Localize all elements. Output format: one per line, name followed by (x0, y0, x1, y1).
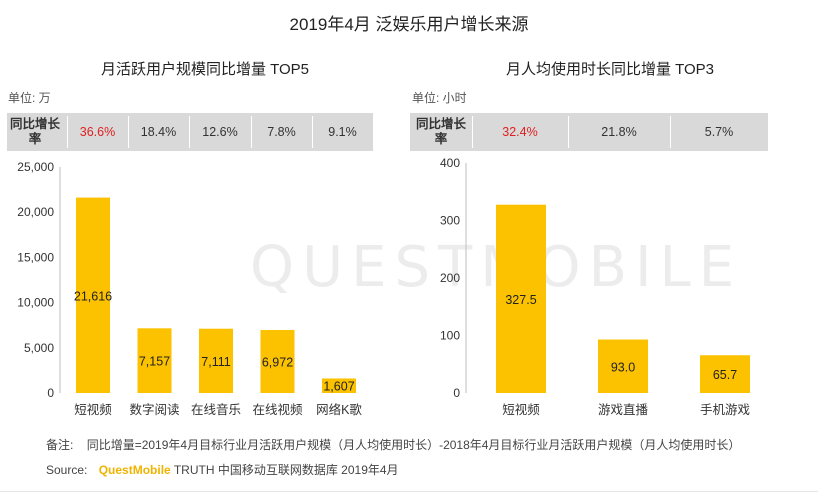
left-growth-cell: 36.6% (79, 125, 116, 139)
bar (496, 204, 546, 393)
y-tick-label: 300 (440, 214, 460, 228)
x-category-label: 短视频 (74, 402, 112, 417)
bar (322, 378, 356, 393)
source-label: Source: (46, 463, 88, 477)
right-subtitle: 月人均使用时长同比增量 TOP3 (505, 61, 715, 78)
left-growth-cell: 18.4% (140, 125, 177, 139)
bar (76, 197, 110, 393)
x-category-label: 游戏直播 (598, 403, 649, 417)
x-category-label: 在线音乐 (191, 402, 241, 417)
right-growth-header: 同比增长率 (415, 117, 466, 146)
x-category-label: 数字阅读 (129, 402, 179, 417)
bottom-divider (0, 491, 818, 492)
bar (260, 329, 295, 393)
y-tick-label: 5,000 (24, 341, 54, 355)
right-unit: 单位: 小时 (412, 91, 467, 105)
y-tick-label: 0 (453, 386, 460, 400)
x-category-label: 手机游戏 (700, 403, 750, 417)
note-label: 备注: (46, 438, 74, 452)
left-growth-band: 同比增长率 36.6% 18.4% 12.6% 7.8% 9.1% (7, 113, 373, 151)
bar (137, 328, 172, 393)
left-growth-cell: 12.6% (202, 125, 238, 139)
bar-value-label: 7,111 (201, 355, 230, 369)
left-subtitle: 月活跃用户规模同比增量 TOP5 (100, 61, 310, 78)
source-brand: QuestMobile (98, 463, 171, 477)
y-tick-label: 25,000 (17, 160, 54, 174)
y-tick-label: 400 (440, 156, 460, 170)
y-tick-label: 100 (440, 329, 460, 343)
left-unit: 单位: 万 (8, 91, 51, 105)
footer-note: 备注: 同比增量=2019年4月目标行业月活跃用户规模（月人均使用时长）-201… (46, 436, 740, 453)
y-tick-label: 20,000 (17, 205, 54, 219)
bar-value-label: 65.7 (713, 368, 737, 382)
left-growth-header: 同比增长率 (9, 117, 60, 146)
page-title: 2019年4月 泛娱乐用户增长来源 (289, 15, 529, 34)
y-tick-label: 15,000 (17, 250, 54, 264)
y-tick-label: 10,000 (17, 296, 54, 310)
bar-value-label: 21,616 (74, 289, 112, 303)
footer-source: Source: QuestMobile TRUTH 中国移动互联网数据库 201… (46, 461, 399, 478)
right-growth-cell: 21.8% (601, 125, 637, 139)
note-text: 同比增量=2019年4月目标行业月活跃用户规模（月人均使用时长）-2018年4月… (86, 438, 741, 452)
bar-value-label: 1,607 (323, 380, 354, 394)
bar-value-label: 7,157 (139, 355, 170, 369)
right-bar-chart: 0 100 200 300 400 327.5 短视频 93.0 游戏直播 65.7 手机游戏 (440, 156, 750, 417)
bar-value-label: 93.0 (611, 360, 635, 374)
x-category-label: 在线视频 (252, 402, 303, 417)
y-tick-label: 0 (47, 386, 54, 400)
watermark-text: QUESTMOBILE (250, 235, 742, 300)
left-growth-cell: 9.1% (328, 125, 357, 139)
bar (700, 355, 750, 393)
left-bar-chart: 0 5,000 10,000 15,000 20,000 25,000 21,616 短视频 7… (17, 160, 362, 417)
bar-value-label: 6,972 (262, 355, 293, 369)
right-growth-cell: 32.4% (502, 125, 538, 139)
bar-value-label: 327.5 (505, 293, 536, 307)
x-category-label: 网络K歌 (316, 402, 362, 417)
left-growth-cell: 7.8% (267, 125, 296, 139)
x-category-label: 短视频 (502, 402, 540, 417)
source-text: TRUTH 中国移动互联网数据库 2019年4月 (173, 463, 399, 477)
bar (598, 339, 648, 393)
y-tick-label: 200 (440, 271, 460, 285)
bar (199, 328, 233, 393)
right-growth-cell: 5.7% (704, 125, 734, 139)
right-growth-band: 同比增长率 32.4% 21.8% 5.7% (410, 113, 768, 151)
